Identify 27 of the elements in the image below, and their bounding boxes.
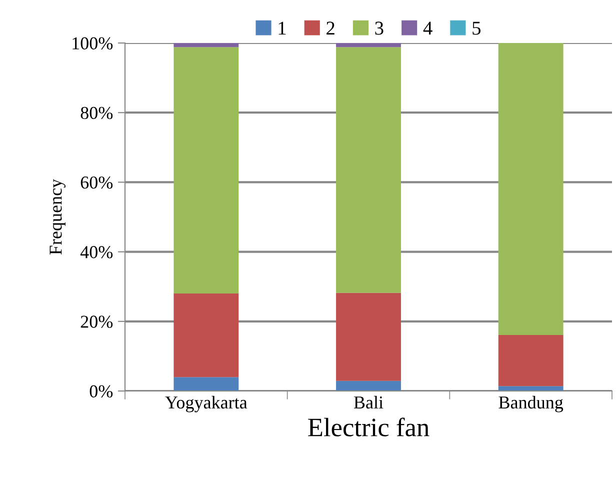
x-tick-label: Bandung	[498, 396, 564, 412]
y-tick-label: 40%	[80, 246, 113, 258]
legend-label: 5	[472, 22, 481, 35]
legend-label: 4	[423, 22, 432, 35]
legend-label: 1	[278, 22, 286, 35]
x-axis-title: Electric fan	[308, 418, 430, 436]
bar	[336, 47, 401, 293]
y-tick-label: 60%	[80, 176, 113, 189]
y-axis-title: Frequency	[50, 178, 66, 255]
bar	[174, 47, 239, 294]
bar	[498, 334, 564, 386]
legend-label: 3	[375, 22, 384, 35]
bar	[174, 294, 239, 378]
bar	[336, 292, 401, 381]
bar	[498, 386, 564, 391]
y-tick-label: 20%	[80, 316, 113, 328]
y-tick-label: 100%	[72, 37, 113, 50]
x-tick-label: Bali	[354, 396, 384, 409]
x-tick-label: Yogyakarta	[165, 396, 248, 412]
bar	[336, 43, 401, 48]
legend-label: 2	[326, 22, 334, 35]
bar	[336, 380, 401, 391]
bar	[174, 43, 239, 48]
bar	[498, 43, 564, 335]
y-tick-label: 80%	[80, 106, 113, 120]
bar	[174, 377, 239, 391]
y-tick-label: 0%	[90, 385, 113, 398]
